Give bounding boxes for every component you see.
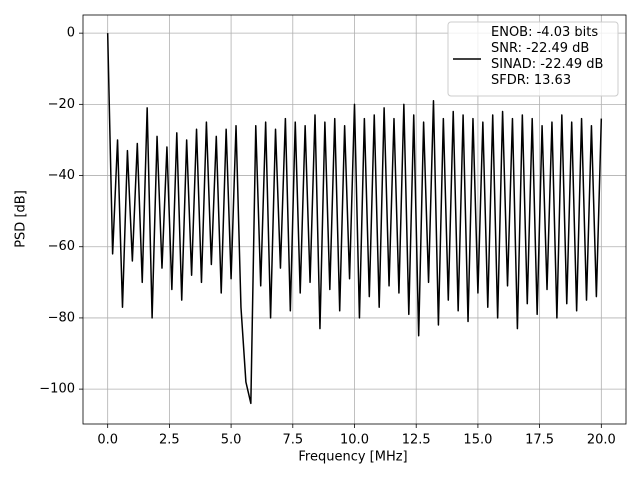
legend-box — [447, 21, 619, 97]
x-tick-label: 7.5 — [282, 433, 303, 448]
x-tick-label: 20.0 — [587, 433, 616, 448]
x-tick-label: 5.0 — [221, 433, 242, 448]
y-tick-label: −40 — [48, 168, 75, 183]
y-tick-label: 0 — [67, 26, 75, 41]
y-tick-label: −80 — [48, 310, 75, 325]
x-tick-label: 17.5 — [525, 433, 554, 448]
x-axis-label: Frequency [MHz] — [298, 450, 407, 465]
x-tick-label: 12.5 — [402, 433, 431, 448]
y-axis-label: PSD [dB] — [14, 190, 29, 248]
legend-label: ENOB: -4.03 bits SNR: -22.49 dB SINAD: -… — [491, 25, 604, 88]
y-tick-label: −60 — [48, 239, 75, 254]
y-tick-label: −20 — [48, 97, 75, 112]
plot-frame — [82, 14, 627, 425]
x-tick-label: 15.0 — [463, 433, 492, 448]
y-tick-label: −100 — [39, 382, 75, 397]
x-tick-label: 10.0 — [340, 433, 369, 448]
x-tick-label: 2.5 — [159, 433, 180, 448]
data-line — [106, 33, 603, 405]
x-tick-label: 0.0 — [97, 433, 118, 448]
